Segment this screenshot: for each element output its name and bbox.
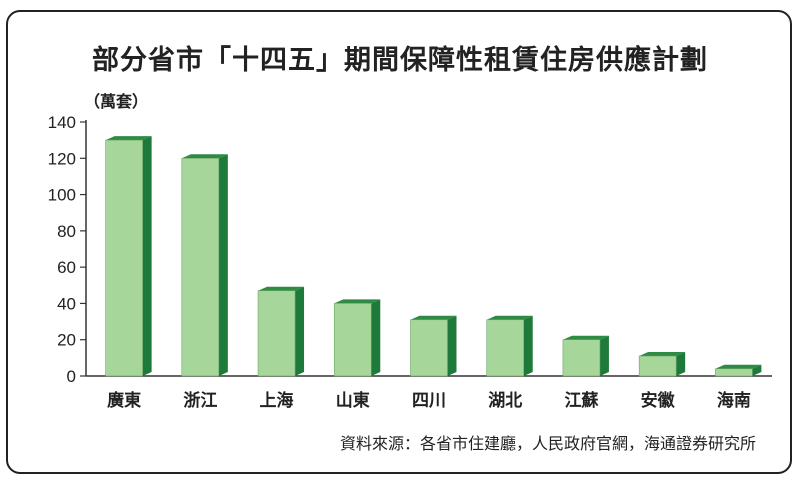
bar-top [258, 286, 305, 291]
x-tick-label: 安徽 [641, 390, 676, 411]
x-tick-label: 湖北 [488, 391, 522, 411]
y-tick-label: 140 [48, 113, 76, 132]
bar-top [639, 352, 686, 357]
bar-side [218, 154, 228, 376]
bar-top [715, 364, 762, 369]
x-tick-label: 四川 [412, 391, 446, 411]
bar-top [181, 154, 228, 159]
bar-top [334, 299, 381, 304]
bar-top [105, 136, 152, 141]
bar [105, 139, 143, 377]
bar [410, 319, 448, 377]
bar-top [562, 335, 609, 340]
x-tick-label: 廣東 [107, 390, 141, 411]
x-tick-label: 山東 [336, 390, 370, 411]
bar-top [410, 315, 457, 320]
bar-side [142, 136, 152, 376]
y-tick-label: 0 [67, 367, 76, 386]
bar [181, 157, 220, 377]
y-tick-label: 100 [48, 186, 76, 205]
bar [257, 290, 296, 377]
x-tick-label: 海南 [717, 390, 751, 411]
y-tick-label: 40 [57, 294, 76, 313]
chart-title: 部分省市「十四五」期間保障性租賃住房供應計劃 [92, 45, 708, 76]
bar [562, 339, 601, 377]
bar-side [295, 286, 305, 376]
bar-side [371, 299, 381, 376]
y-tick-label: 80 [57, 222, 76, 241]
y-tick-label: 120 [48, 149, 76, 168]
y-tick-label: 60 [57, 258, 76, 277]
bar [486, 319, 525, 377]
x-tick-label: 江蘇 [564, 390, 598, 411]
bar-side [447, 315, 457, 376]
bar [715, 368, 753, 377]
bar-side [676, 352, 686, 376]
x-tick-label: 浙江 [183, 390, 217, 411]
bar [333, 303, 372, 377]
bar-top [486, 315, 533, 320]
bar-side [599, 335, 609, 376]
y-tick-label: 20 [57, 331, 76, 350]
bar-side [752, 364, 762, 376]
bar-side [523, 315, 533, 376]
y-axis-unit-label: （萬套） [84, 92, 149, 111]
bar [638, 355, 677, 377]
source-note: 資料來源：各省市住建廳，人民政府官網，海通證券研究所 [339, 434, 756, 453]
x-tick-label: 上海 [260, 390, 294, 411]
